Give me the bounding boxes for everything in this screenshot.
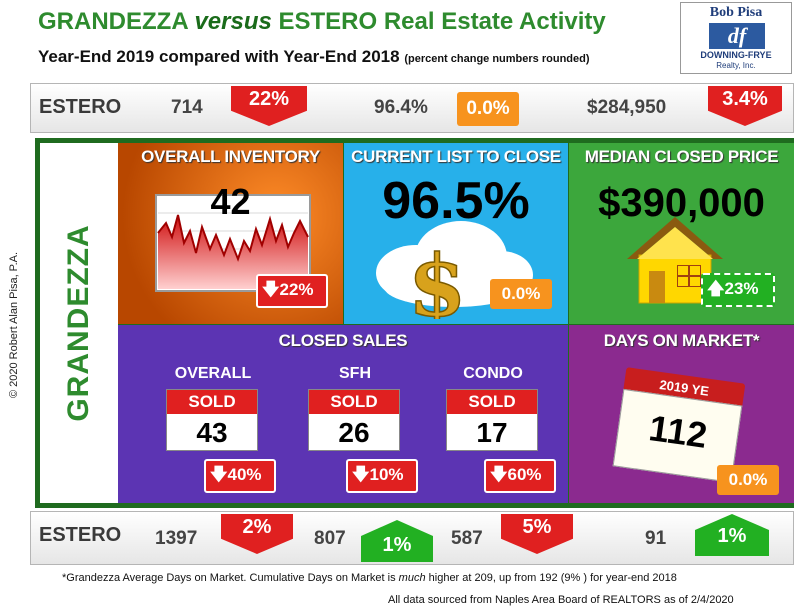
- logo-agent-name: Bob Pisa: [709, 5, 763, 20]
- footnote-part-a: *Grandezza Average Days on Market. Cumul…: [62, 572, 396, 584]
- inventory-value: 42: [210, 181, 251, 222]
- svg-text:$: $: [408, 236, 466, 319]
- tile-days-on-market: DAYS ON MARKET* 2019 YE 112 0.0%: [569, 325, 794, 503]
- estero-bottom-bar: ESTERO 1397 2% 807 1% 587 5% 91 1%: [30, 511, 794, 565]
- dom-change-badge: 0.0%: [717, 465, 779, 495]
- estero-list-to-close-change-text: 0.0%: [466, 98, 510, 119]
- estero-bottom-label: ESTERO: [39, 524, 122, 546]
- tile-closed-sales: CLOSED SALES OVERALL SOLD 43 🡇40% SFH SO…: [118, 325, 568, 503]
- title-grandezza: GRANDEZZA: [38, 8, 188, 35]
- estero-median-price-value: $284,950: [587, 97, 667, 118]
- subtitle-note: (percent change numbers rounded): [404, 53, 590, 65]
- sales-condo-card: SOLD 17: [446, 389, 538, 451]
- list-to-close-value: 96.5%: [382, 172, 530, 230]
- logo-firm: DOWNING-FRYE: [700, 50, 772, 60]
- tile-overall-inventory: OVERALL INVENTORY 42 🡇22%: [118, 143, 343, 324]
- sales-sfh-value: 26: [338, 417, 370, 448]
- estero-dom-change: 1%: [695, 514, 769, 556]
- data-source-note: All data sourced from Naples Area Board …: [388, 594, 734, 606]
- inventory-heading: OVERALL INVENTORY: [141, 147, 320, 166]
- estero-inventory-value: 714: [171, 97, 203, 118]
- sales-condo-badge: SOLD: [447, 390, 537, 414]
- list-to-close-change-badge: 0.0%: [490, 279, 552, 309]
- inventory-change-text: 22%: [279, 280, 314, 299]
- tile-list-to-close: CURRENT LIST TO CLOSE $ 96.5% 0.0%: [344, 143, 568, 324]
- sales-overall-label: OVERALL: [174, 365, 252, 382]
- down-arrow-icon: 🡇: [352, 465, 370, 484]
- copyright-text: © 2020 Robert Alan Pisa, P.A.: [8, 251, 20, 399]
- estero-overall-change-text: 2%: [242, 516, 272, 538]
- footnote-emphasis: much: [398, 572, 426, 584]
- logo-suffix: Realty, Inc.: [716, 61, 756, 70]
- median-price-change-text: 23%: [724, 279, 759, 298]
- cloud-dollar-icon: $: [376, 221, 533, 319]
- line-chart-icon: [155, 194, 311, 292]
- list-to-close-change-text: 0.0%: [501, 284, 541, 303]
- subtitle-text: Year-End 2019 compared with Year-End 201…: [38, 47, 400, 66]
- estero-inventory-change-text: 22%: [248, 88, 290, 110]
- title-versus: versus: [194, 8, 272, 35]
- estero-sfh-change-text: 1%: [382, 534, 412, 556]
- sales-overall-change-text: 40%: [227, 465, 262, 484]
- page-title: GRANDEZZA versus ESTERO Real Estate Acti…: [38, 8, 606, 36]
- list-to-close-heading: CURRENT LIST TO CLOSE: [351, 147, 561, 166]
- estero-inventory-change: 22%: [231, 86, 307, 126]
- sales-condo-label: CONDO: [463, 365, 523, 382]
- estero-sfh-change: 1%: [361, 520, 433, 562]
- inventory-change-badge: 🡇22%: [256, 274, 328, 308]
- closed-sales-heading: CLOSED SALES: [278, 331, 408, 350]
- up-arrow-icon: 🡅: [707, 279, 725, 298]
- estero-top-bar: ESTERO 714 22% 96.4% 0.0% $284,950 3.4%: [30, 83, 794, 133]
- sales-overall-change-badge: 🡇40%: [204, 459, 276, 493]
- house-icon: [627, 217, 723, 304]
- grandezza-side-label: GRANDEZZA: [62, 224, 95, 422]
- brokerage-logo: Bob Pisa df DOWNING-FRYE Realty, Inc.: [680, 2, 792, 74]
- sales-sfh-card: SOLD 26: [308, 389, 400, 451]
- estero-list-to-close-change: 0.0%: [457, 92, 519, 126]
- sales-condo-change-text: 60%: [507, 465, 542, 484]
- sales-overall-card: SOLD 43: [166, 389, 258, 451]
- title-estero: ESTERO Real Estate Activity: [278, 8, 606, 35]
- grandezza-side-panel: GRANDEZZA: [40, 143, 118, 503]
- copyright-strip: © 2020 Robert Alan Pisa, P.A.: [4, 145, 24, 505]
- estero-overall-value: 1397: [155, 528, 198, 549]
- estero-top-label: ESTERO: [39, 96, 122, 118]
- estero-sfh-value: 807: [314, 528, 346, 549]
- sales-condo-change-badge: 🡇60%: [484, 459, 556, 493]
- sales-condo-value: 17: [476, 417, 508, 448]
- footnote-part-b: higher at 209, up from 192 (9% ) for yea…: [428, 572, 677, 584]
- estero-median-price-change-text: 3.4%: [722, 88, 768, 110]
- estero-dom-value: 91: [645, 528, 667, 549]
- estero-condo-change: 5%: [501, 514, 573, 554]
- sales-sfh-label: SFH: [339, 365, 371, 382]
- dom-heading: DAYS ON MARKET*: [603, 331, 760, 350]
- sales-sfh-badge: SOLD: [309, 390, 399, 414]
- down-arrow-icon: 🡇: [210, 465, 228, 484]
- estero-list-to-close-value: 96.4%: [374, 97, 428, 118]
- median-price-value: $390,000: [598, 181, 765, 225]
- logo-mark: df: [709, 23, 765, 49]
- tile-median-closed-price: MEDIAN CLOSED PRICE $390,000 🡅23%: [569, 143, 794, 324]
- sales-overall-value: 43: [196, 417, 228, 448]
- estero-median-price-change: 3.4%: [708, 86, 782, 126]
- estero-overall-change: 2%: [221, 514, 293, 554]
- estero-dom-change-text: 1%: [717, 525, 747, 547]
- page-subtitle: Year-End 2019 compared with Year-End 201…: [38, 47, 590, 67]
- dom-change-text: 0.0%: [728, 470, 768, 489]
- down-arrow-icon: 🡇: [490, 465, 508, 484]
- median-price-heading: MEDIAN CLOSED PRICE: [584, 147, 779, 166]
- down-arrow-icon: 🡇: [262, 280, 280, 299]
- sales-overall-badge: SOLD: [167, 390, 257, 414]
- sales-sfh-change-text: 10%: [369, 465, 404, 484]
- sales-sfh-change-badge: 🡇10%: [346, 459, 418, 493]
- median-price-change-badge: 🡅23%: [701, 273, 775, 307]
- estero-condo-change-text: 5%: [522, 516, 552, 538]
- footnote: *Grandezza Average Days on Market. Cumul…: [62, 572, 677, 584]
- estero-condo-value: 587: [451, 528, 483, 549]
